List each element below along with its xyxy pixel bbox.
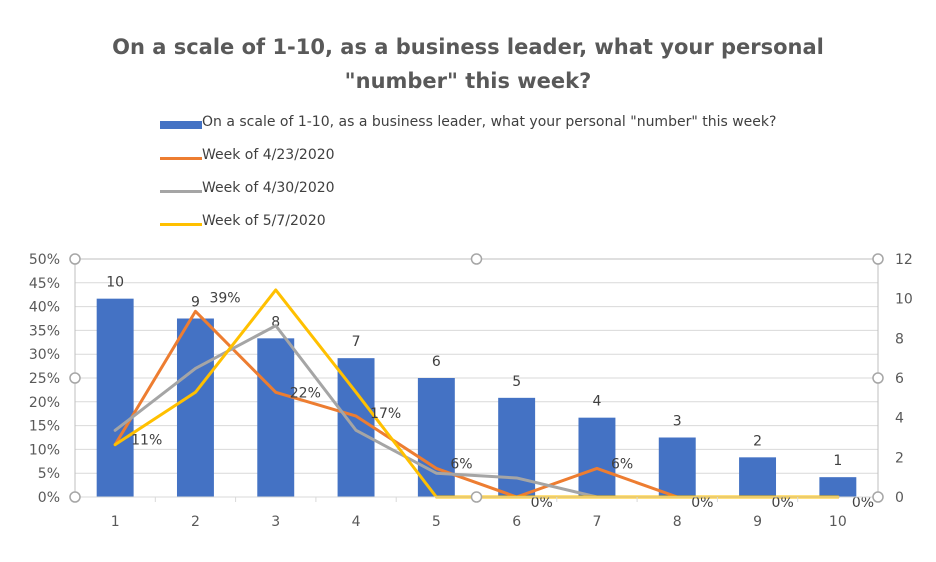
x-tick-label: 7 xyxy=(592,514,601,530)
selection-handle xyxy=(470,491,483,503)
line-data-label: 17% xyxy=(370,406,401,422)
x-tick-label: 3 xyxy=(271,514,280,530)
legend-label-bars: On a scale of 1-10, as a business leader… xyxy=(202,114,777,130)
line-data-label: 0% xyxy=(852,495,874,511)
legend-swatch-week-5-7 xyxy=(160,223,202,226)
y-right-tick-label: 10 xyxy=(895,292,913,308)
selection-handle xyxy=(872,491,884,503)
x-tick-label: 8 xyxy=(673,514,682,530)
bar-data-label: 2 xyxy=(753,433,762,449)
x-tick-label: 4 xyxy=(352,514,361,530)
x-tick-label: 2 xyxy=(191,514,200,530)
y-left-tick-label: 15% xyxy=(29,419,60,435)
bar-data-label: 10 xyxy=(106,275,124,291)
bar-data-label: 6 xyxy=(432,354,441,370)
bar xyxy=(176,318,214,497)
selection-handle xyxy=(69,372,81,384)
bar xyxy=(658,437,696,497)
selection-handle xyxy=(872,253,884,265)
bar xyxy=(819,477,857,497)
selection-handle xyxy=(69,491,81,503)
y-left-tick-label: 20% xyxy=(29,395,60,411)
series-line xyxy=(113,288,840,499)
bar-data-label: 4 xyxy=(592,394,601,410)
selection-handle xyxy=(872,372,884,384)
y-left-tick-label: 50% xyxy=(29,252,60,268)
bar-data-label: 7 xyxy=(352,334,361,350)
legend-swatch-week-4-30 xyxy=(160,190,202,193)
line-data-label: 39% xyxy=(209,290,240,306)
bar-data-label: 5 xyxy=(512,374,521,390)
x-tick-label: 1 xyxy=(111,514,120,530)
bar-data-label: 3 xyxy=(673,414,682,430)
chart-title: On a scale of 1-10, as a business leader… xyxy=(112,35,824,93)
bar xyxy=(96,298,134,497)
x-tick-label: 6 xyxy=(512,514,521,530)
y-left-tick-label: 40% xyxy=(29,300,60,316)
series-line xyxy=(113,309,840,499)
y-right-tick-label: 0 xyxy=(895,490,904,506)
selection-handle xyxy=(69,253,81,265)
bar xyxy=(578,417,616,497)
line-data-label: 0% xyxy=(691,495,713,511)
line-data-label: 22% xyxy=(290,385,321,401)
y-left-tick-label: 35% xyxy=(29,323,60,339)
legend-label-week-4-30: Week of 4/30/2020 xyxy=(202,180,335,196)
y-left-tick-label: 25% xyxy=(29,371,60,387)
bar xyxy=(417,378,455,497)
y-right-tick-label: 12 xyxy=(895,252,913,268)
line-data-label: 6% xyxy=(611,456,633,472)
selection-handle xyxy=(470,253,483,265)
y-left-tick-label: 0% xyxy=(38,490,60,506)
y-left-tick-label: 5% xyxy=(38,466,60,482)
y-right-tick-label: 6 xyxy=(895,371,904,387)
x-tick-label: 9 xyxy=(753,514,762,530)
bar xyxy=(257,338,295,497)
series-line xyxy=(113,324,840,499)
y-right-tick-label: 2 xyxy=(895,450,904,466)
line-data-label: 0% xyxy=(531,495,553,511)
y-left-tick-label: 10% xyxy=(29,442,60,458)
y-right-tick-label: 8 xyxy=(895,331,904,347)
bar-data-label: 1 xyxy=(833,453,842,469)
bar xyxy=(739,457,777,497)
x-tick-label: 10 xyxy=(829,514,847,530)
legend-label-week-4-23: Week of 4/23/2020 xyxy=(202,147,335,163)
line-data-label: 0% xyxy=(772,495,794,511)
legend-swatch-week-4-23 xyxy=(160,157,202,160)
y-left-tick-label: 30% xyxy=(29,347,60,363)
x-tick-label: 5 xyxy=(432,514,441,530)
y-left-tick-label: 45% xyxy=(29,276,60,292)
bar-data-label: 9 xyxy=(191,295,200,311)
line-data-label: 6% xyxy=(450,456,472,472)
legend-swatch-bars xyxy=(160,121,202,129)
bar xyxy=(337,358,375,497)
y-right-tick-label: 4 xyxy=(895,411,904,427)
bar-data-label: 8 xyxy=(271,314,280,330)
line-data-label: 11% xyxy=(131,433,162,449)
legend-label-week-5-7: Week of 5/7/2020 xyxy=(202,213,326,229)
